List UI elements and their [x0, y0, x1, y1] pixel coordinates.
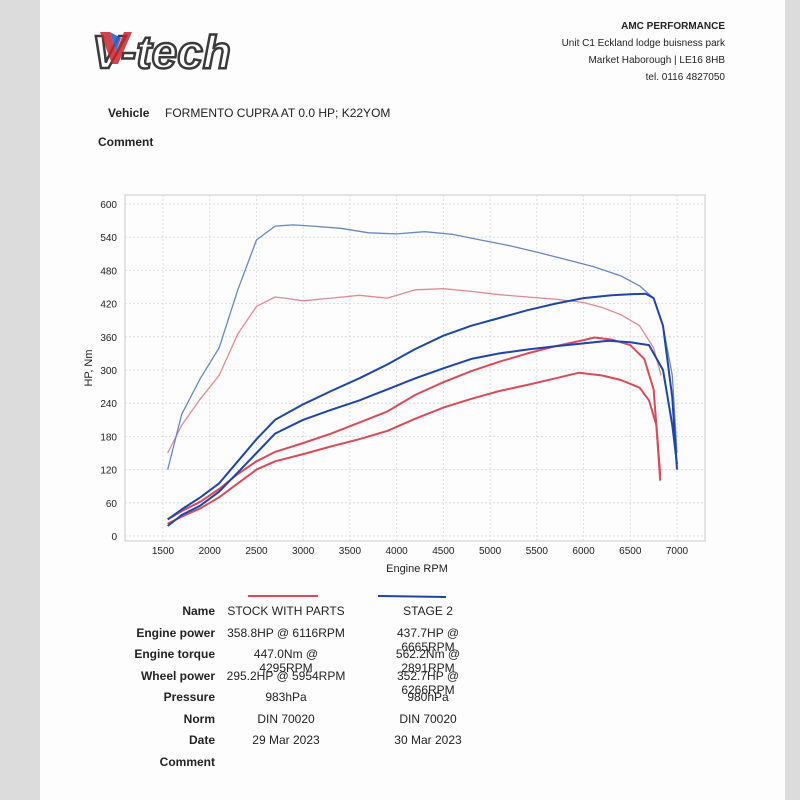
series-line-stock-torque	[167, 288, 662, 454]
series-line-stage2-power	[167, 292, 678, 521]
company-block: AMC PERFORMANCE Unit C1 Eckland lodge bu…	[562, 18, 725, 86]
company-name: AMC PERFORMANCE	[621, 21, 725, 32]
results-stock-value: DIN 70020	[257, 711, 315, 726]
company-address-1: Unit C1 Eckland lodge buisness park	[561, 38, 725, 49]
results-row-label: Pressure	[163, 690, 215, 704]
y-tick-label: 600	[100, 200, 117, 211]
y-tick-label: 480	[100, 266, 117, 277]
y-tick-label: 240	[100, 399, 117, 410]
x-tick-label: 3500	[339, 546, 362, 557]
results-table: Name STOCK WITH PARTS STAGE 2 Engine power 3…	[0, 604, 520, 774]
x-tick-label: 5000	[479, 546, 502, 557]
results-stock-value: 983hPa	[265, 690, 307, 704]
results-stage2-value: 562.2Nm @ 2891RPM	[395, 647, 461, 675]
company-address-2: Market Haborough | LE16 8HB	[588, 55, 725, 66]
comment-label: Comment	[98, 135, 154, 149]
x-tick-label: 4500	[432, 546, 455, 557]
y-tick-label: 360	[100, 333, 117, 344]
results-stage2-value: 352.7HP @ 6266RPM	[397, 668, 459, 697]
series-line-stage2-torque	[167, 224, 678, 470]
series-line-stock-wheel	[167, 371, 662, 525]
y-tick-label: 540	[100, 233, 117, 244]
results-stock-value: STOCK WITH PARTS	[227, 604, 345, 618]
results-row: Norm DIN 70020 DIN 70020	[0, 712, 520, 730]
results-stock-value: 447.0Nm @ 4295RPM	[253, 647, 319, 675]
x-tick-label: 2500	[245, 546, 268, 557]
results-stage2-value: DIN 70020	[399, 711, 457, 726]
vtech-logo: V-tech	[91, 25, 232, 80]
results-row: Comment	[0, 755, 520, 773]
x-tick-label: 5500	[526, 546, 549, 557]
results-row: Engine power 358.8HP @ 6116RPM 437.7HP @ 6…	[0, 625, 520, 654]
results-row: Engine torque 447.0Nm @ 4295RPM 562.2Nm @ …	[0, 647, 520, 675]
results-row-label: Date	[188, 733, 215, 747]
y-tick-label: 180	[100, 432, 117, 443]
dyno-sheet	[40, 0, 785, 800]
results-row-label: Name	[182, 604, 215, 618]
results-stage2-value: 30 Mar 2023	[394, 733, 462, 747]
y-axis-label: HP, Nm	[83, 349, 95, 386]
results-row: Name STOCK WITH PARTS STAGE 2	[0, 604, 520, 622]
results-stock-value: 29 Mar 2023	[252, 733, 320, 747]
plot-frame	[124, 194, 706, 542]
series-line-stage2-wheel	[167, 339, 678, 527]
results-row: Pressure 983hPa 980hPa	[0, 690, 520, 708]
x-axis-label: Engine RPM	[386, 563, 448, 575]
company-phone: tel. 0116 4827050	[645, 72, 725, 83]
x-tick-label: 7000	[666, 546, 689, 557]
results-row: Wheel power 295.2HP @ 5954RPM 352.7HP @ 62…	[0, 668, 520, 697]
legend-swatch-stage2	[377, 595, 447, 598]
x-tick-label: 3000	[292, 546, 315, 557]
y-tick-label: 300	[100, 366, 117, 377]
results-row-label: Engine torque	[134, 647, 215, 661]
results-row-label: Norm	[183, 711, 215, 726]
x-tick-label: 2000	[199, 546, 222, 557]
y-tick-label: 420	[100, 300, 117, 311]
vehicle-value: FORMENTO CUPRA AT 0.0 HP; K22YOM	[165, 106, 391, 120]
results-stage2-value: STAGE 2	[403, 604, 453, 618]
series-line-stock-power	[167, 336, 662, 521]
results-stage2-value: 980hPa	[407, 690, 449, 704]
results-row-label: Comment	[159, 754, 215, 769]
results-row: Date 29 Mar 2023 30 Mar 2023	[0, 733, 520, 751]
results-row-label: Engine power	[136, 625, 215, 640]
x-tick-label: 6500	[619, 546, 642, 557]
results-stock-value: 358.8HP @ 6116RPM	[227, 625, 345, 640]
results-stock-value: 295.2HP @ 5954RPM	[226, 668, 346, 683]
results-stage2-value: 437.7HP @ 6665RPM	[397, 625, 459, 654]
y-tick-label: 0	[111, 532, 117, 543]
x-tick-label: 6000	[572, 546, 595, 557]
vehicle-label: Vehicle	[108, 106, 150, 120]
results-row-label: Wheel power	[140, 668, 215, 683]
x-tick-label: 4000	[386, 546, 409, 557]
y-tick-label: 120	[100, 466, 117, 477]
y-tick-label: 60	[106, 499, 118, 510]
x-tick-label: 1500	[152, 546, 175, 557]
